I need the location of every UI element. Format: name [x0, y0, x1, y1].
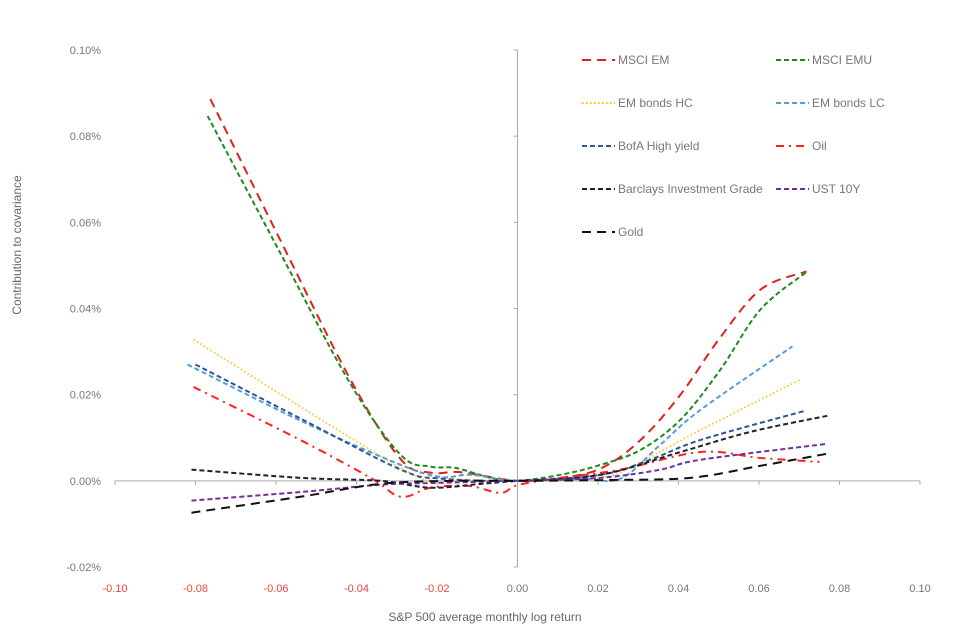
legend-label: Barclays Investment Grade: [618, 182, 763, 196]
legend-label: EM bonds HC: [618, 96, 693, 110]
axes: -0.10 -0.08 -0.06 -0.04 -0.02 0.00 0.02 0.04 0.0…: [66, 45, 931, 595]
y-tick-label: 0.00%: [70, 476, 101, 488]
legend-item-barclays-investment-grade: Barclays Investment Grade: [582, 182, 763, 196]
y-tick-label: 0.04%: [70, 304, 101, 316]
x-tick-label: 0.08: [829, 583, 850, 595]
y-axis-title: Contribution to covariance: [10, 175, 24, 315]
series-line-msci-em: [209, 98, 807, 483]
y-tick-label: 0.10%: [70, 45, 101, 57]
x-tick-label: 0.04: [668, 583, 689, 595]
legend-item-em-bonds-lc: EM bonds LC: [776, 96, 885, 110]
x-tick-label: 0.02: [587, 583, 608, 595]
legend-item-em-bonds-hc: EM bonds HC: [582, 96, 693, 110]
legend-item-msci-emu: MSCI EMU: [776, 53, 872, 67]
legend: MSCI EM MSCI EMU EM bonds HC EM bonds LC Bof…: [582, 53, 885, 239]
series-line-gold: [191, 452, 828, 514]
series-line-em-bonds-lc: [187, 345, 793, 483]
series-lines: [187, 98, 828, 514]
legend-item-msci-em: MSCI EM: [582, 53, 669, 67]
x-tick-label: -0.04: [344, 583, 369, 595]
legend-label: BofA High yield: [618, 139, 699, 153]
x-tick-label: -0.02: [424, 583, 449, 595]
series-line-oil: [193, 386, 820, 498]
series-line-ust-10y: [191, 442, 828, 502]
legend-label: MSCI EMU: [812, 53, 872, 67]
series-line-msci-emu: [206, 115, 808, 482]
series-line-barclays-investment-grade: [191, 414, 828, 489]
y-tick-label: -0.02%: [66, 562, 101, 574]
x-tick-label: 0.10: [909, 583, 930, 595]
x-tick-label: 0.00: [507, 583, 528, 595]
legend-label: Gold: [618, 225, 643, 239]
x-tick-label: -0.06: [263, 583, 288, 595]
x-tick-label: -0.10: [102, 583, 127, 595]
x-tick-label: 0.06: [748, 583, 769, 595]
y-tick-label: 0.02%: [70, 390, 101, 402]
x-axis-title: S&P 500 average monthly log return: [388, 610, 581, 624]
y-tick-label: 0.06%: [70, 217, 101, 229]
legend-label: EM bonds LC: [812, 96, 885, 110]
y-tick-label: 0.08%: [70, 131, 101, 143]
legend-item-bofa-high-yield: BofA High yield: [582, 139, 699, 153]
x-tick-label: -0.08: [183, 583, 208, 595]
legend-item-ust-10y: UST 10Y: [776, 182, 860, 196]
legend-label: Oil: [812, 139, 827, 153]
legend-item-gold: Gold: [582, 225, 643, 239]
series-line-bofa-high-yield: [195, 363, 806, 483]
legend-item-oil: Oil: [776, 139, 827, 153]
legend-label: UST 10Y: [812, 182, 860, 196]
legend-label: MSCI EM: [618, 53, 669, 67]
